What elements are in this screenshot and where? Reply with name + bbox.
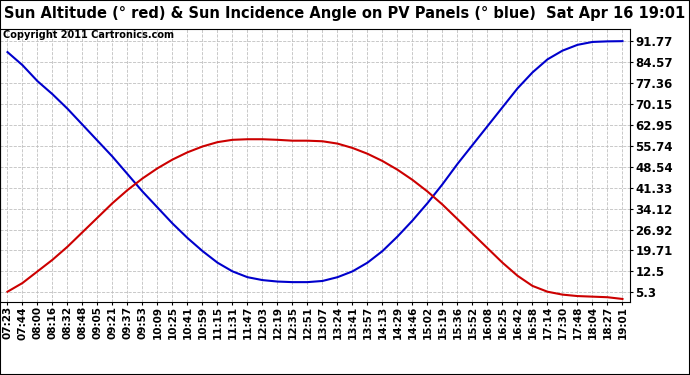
Text: Sun Altitude (° red) & Sun Incidence Angle on PV Panels (° blue)  Sat Apr 16 19:: Sun Altitude (° red) & Sun Incidence Ang… — [4, 6, 686, 21]
Text: Copyright 2011 Cartronics.com: Copyright 2011 Cartronics.com — [3, 30, 174, 40]
